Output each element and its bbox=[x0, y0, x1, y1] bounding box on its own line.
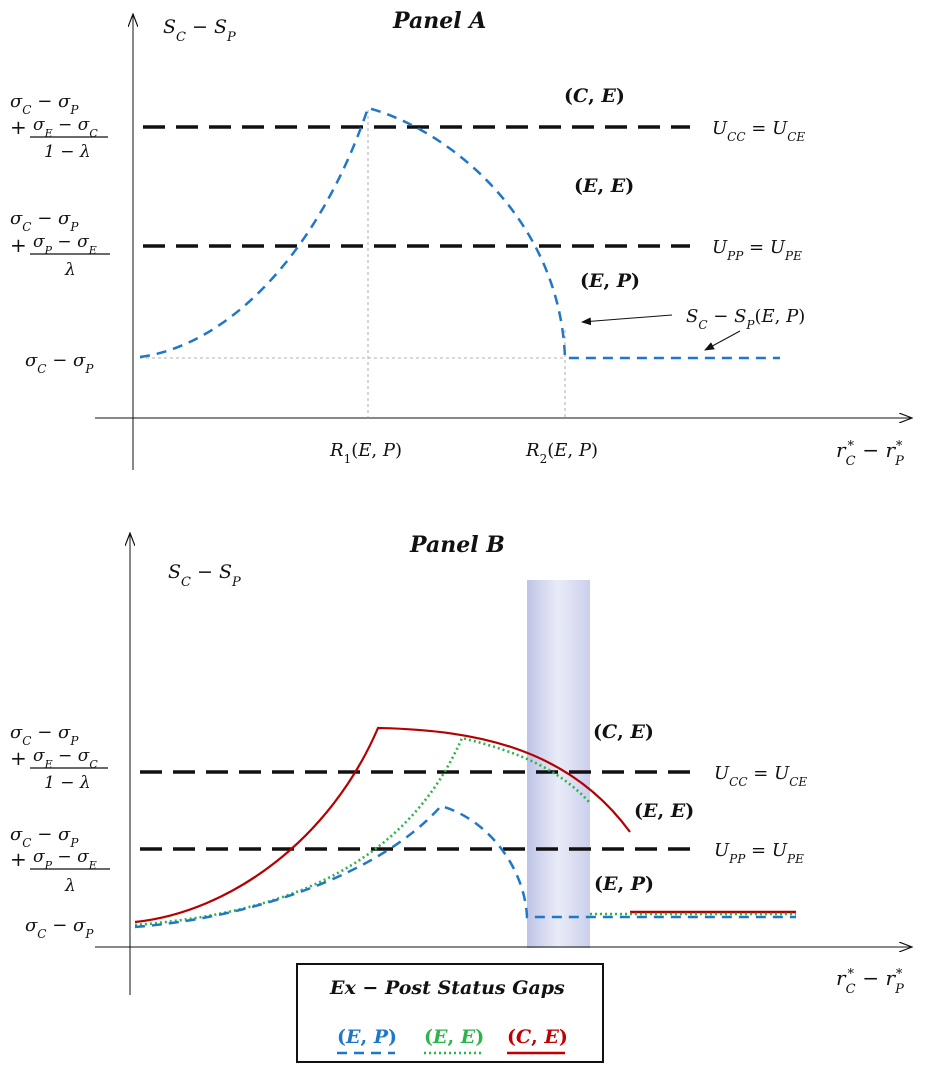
panel-a-curve-annotation: SC − SP(E, P) bbox=[686, 306, 805, 332]
panel-b-lower-line-label: UPP = UPE bbox=[714, 840, 804, 866]
panel-b-y-axis-label: SC − SP bbox=[168, 561, 241, 590]
panel-a-y-axis-label: SC − SP bbox=[163, 16, 236, 45]
panel-a-y-tick-lower: σC − σP + σP − σE λ bbox=[10, 208, 110, 280]
legend: Ex − Post Status Gaps (E, P) (E, E) (C, … bbox=[296, 963, 604, 1063]
svg-text:+: + bbox=[10, 847, 27, 871]
svg-text:σE − σC: σE − σC bbox=[33, 115, 98, 140]
panel-a-y-tick-baseline: σC − σP bbox=[25, 350, 94, 376]
panel-a-region-ep: (E, P) bbox=[580, 270, 640, 292]
panel-a-x-tick-r1: R1(E, P) bbox=[329, 440, 402, 466]
svg-text:σC − σP: σC − σP bbox=[10, 91, 79, 117]
panel-b-region-ce: (C, E) bbox=[593, 721, 654, 743]
panel-b-region-ep: (E, P) bbox=[594, 873, 654, 895]
panel-b-ep-curve bbox=[134, 804, 796, 929]
panel-a: Panel A SC − SP σC − σP + σE − σC 1 − λ … bbox=[10, 8, 912, 470]
panel-a-region-ce: (C, E) bbox=[564, 85, 625, 107]
legend-box bbox=[296, 963, 604, 1063]
svg-text:+: + bbox=[10, 233, 27, 257]
panel-a-y-tick-upper: σC − σP + σE − σC 1 − λ bbox=[10, 91, 108, 162]
panel-b-y-tick-upper: σC − σP + σE − σC 1 − λ bbox=[10, 722, 108, 793]
svg-text:σE − σC: σE − σC bbox=[33, 746, 98, 771]
panel-a-annotation-arrow-1 bbox=[581, 314, 673, 326]
svg-text:+: + bbox=[10, 115, 27, 139]
panel-b-ce-curve bbox=[134, 726, 631, 924]
svg-text:σP − σE: σP − σE bbox=[33, 847, 97, 872]
legend-title: Ex − Post Status Gaps bbox=[329, 977, 565, 999]
svg-text:1 − λ: 1 − λ bbox=[44, 142, 91, 162]
panel-a-region-ee: (E, E) bbox=[574, 175, 634, 197]
panel-b-x-axis-label: rC* − rP* bbox=[836, 966, 904, 997]
panel-b-shaded-band bbox=[527, 580, 590, 948]
panel-a-ep-curve bbox=[139, 106, 780, 360]
panel-a-annotation-arrow-2 bbox=[704, 330, 741, 351]
svg-text:σC − σP: σC − σP bbox=[10, 722, 79, 748]
legend-item-ep-label: (E, P) bbox=[337, 1026, 397, 1048]
svg-text:σP − σE: σP − σE bbox=[33, 232, 97, 257]
panel-a-title: Panel A bbox=[392, 8, 486, 34]
panel-a-upper-line-label: UCC = UCE bbox=[712, 118, 805, 144]
panel-b-title: Panel B bbox=[409, 532, 505, 558]
panel-b-y-tick-lower: σC − σP + σP − σE λ bbox=[10, 824, 110, 896]
legend-item-ee-label: (E, E) bbox=[424, 1026, 484, 1048]
panel-a-x-axis-label: rC* − rP* bbox=[836, 438, 904, 469]
panel-a-lower-line-label: UPP = UPE bbox=[712, 237, 802, 263]
panel-b-upper-line-label: UCC = UCE bbox=[714, 763, 807, 789]
panel-b: Panel B SC − SP σC − σP + σE − σC 1 − λ … bbox=[10, 532, 912, 997]
panel-a-x-tick-r2: R2(E, P) bbox=[525, 440, 598, 466]
svg-text:1 − λ: 1 − λ bbox=[44, 773, 91, 793]
svg-text:σC − σP: σC − σP bbox=[10, 208, 79, 234]
panel-b-y-tick-baseline: σC − σP bbox=[25, 915, 94, 941]
svg-text:+: + bbox=[10, 746, 27, 770]
svg-text:λ: λ bbox=[64, 260, 76, 280]
svg-text:λ: λ bbox=[64, 876, 76, 896]
legend-item-ce-label: (C, E) bbox=[507, 1026, 568, 1048]
panel-b-region-ee: (E, E) bbox=[634, 800, 694, 822]
panel-b-ee-curve bbox=[134, 736, 591, 927]
